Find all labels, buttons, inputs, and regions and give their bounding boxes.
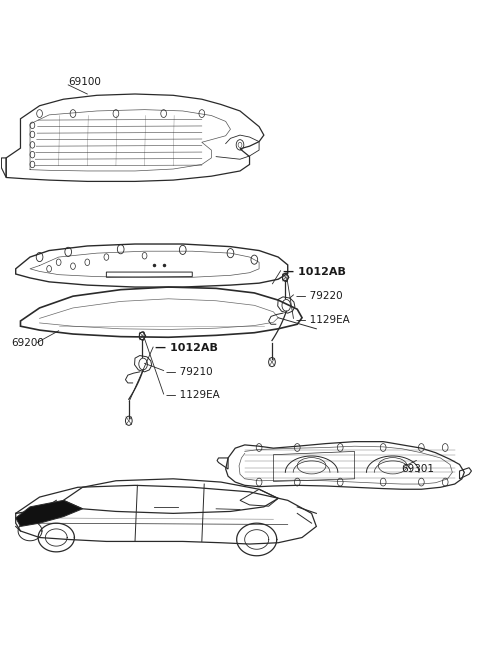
- Text: 69100: 69100: [68, 77, 101, 87]
- Text: 69200: 69200: [11, 338, 44, 348]
- Text: — 1012AB: — 1012AB: [155, 343, 218, 353]
- Text: — 79210: — 79210: [166, 367, 213, 377]
- Text: — 79220: — 79220: [296, 291, 342, 301]
- Text: — 1129EA: — 1129EA: [166, 390, 220, 400]
- Polygon shape: [25, 510, 39, 520]
- Text: 69301: 69301: [401, 464, 434, 474]
- Text: — 1012AB: — 1012AB: [283, 267, 346, 277]
- Text: — 1129EA: — 1129EA: [296, 314, 349, 325]
- Polygon shape: [16, 500, 83, 527]
